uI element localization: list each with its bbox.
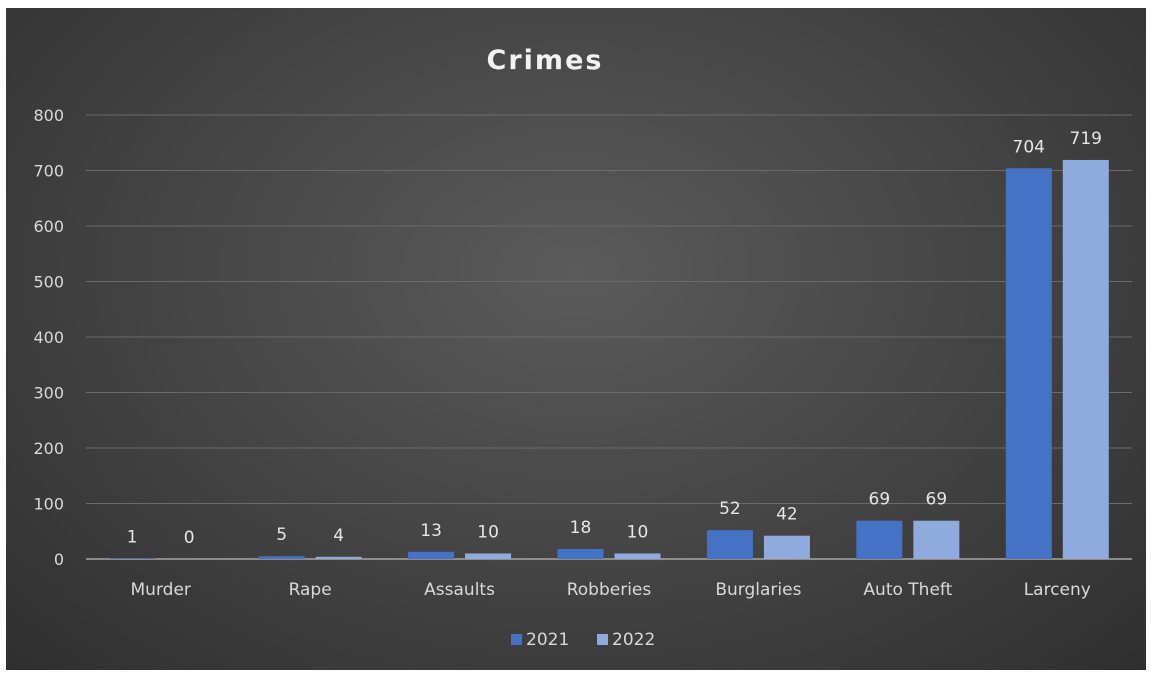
legend: 2021 2022 <box>511 630 655 650</box>
data-label: 18 <box>570 518 592 538</box>
bar-2022-larceny <box>1062 159 1109 559</box>
x-tick-label: Robberies <box>567 580 652 600</box>
y-tick-label: 100 <box>33 495 64 514</box>
bar-2021-murder <box>109 558 156 559</box>
y-tick-label: 700 <box>33 162 64 181</box>
chart-area: Crimes 0 100 200 300 400 500 600 700 800 1 0 Murde… <box>6 8 1146 670</box>
x-tick-label: Murder <box>131 580 191 600</box>
bar-2021-burglaries <box>706 530 753 559</box>
y-tick-label: 300 <box>33 384 64 403</box>
bar-2022-rape <box>315 556 362 559</box>
legend-swatch <box>511 634 522 645</box>
legend-swatch <box>597 634 608 645</box>
chart-title: Crimes <box>487 45 604 76</box>
data-label: 704 <box>1013 137 1045 157</box>
bar-2022-auto-theft <box>913 520 960 559</box>
data-label: 69 <box>869 490 891 510</box>
bar-2022-assaults <box>465 553 512 559</box>
data-label: 52 <box>719 499 741 519</box>
data-label: 0 <box>184 528 195 548</box>
data-label: 4 <box>333 526 344 546</box>
data-label: 719 <box>1070 129 1102 149</box>
data-label: 69 <box>926 490 948 510</box>
data-label: 10 <box>477 522 499 542</box>
legend-label: 2022 <box>612 630 655 650</box>
bar-2021-larceny <box>1005 168 1052 559</box>
bar-2022-burglaries <box>763 535 810 559</box>
data-label: 10 <box>627 522 649 542</box>
bar-2021-auto-theft <box>856 520 903 559</box>
y-tick-label: 500 <box>33 273 64 292</box>
x-tick-label: Auto Theft <box>863 580 952 600</box>
y-tick-label: 200 <box>33 439 64 458</box>
x-tick-label: Larceny <box>1024 580 1091 600</box>
bar-2022-robberies <box>614 553 661 559</box>
bar-2021-robberies <box>557 549 604 559</box>
data-label: 13 <box>420 521 442 541</box>
y-tick-label: 0 <box>54 550 64 569</box>
y-tick-label: 400 <box>33 328 64 347</box>
y-tick-label: 600 <box>33 217 64 236</box>
x-tick-label: Burglaries <box>715 580 801 600</box>
bar-layer <box>109 159 1109 560</box>
data-label: 5 <box>276 525 287 545</box>
legend-label: 2021 <box>526 630 569 650</box>
bar-2021-assaults <box>408 551 455 559</box>
data-label: 42 <box>776 505 798 525</box>
x-tick-label: Assaults <box>424 580 495 600</box>
x-tick-label: Rape <box>289 580 332 600</box>
data-label: 1 <box>127 527 138 547</box>
bar-2021-rape <box>258 556 305 559</box>
y-tick-label: 800 <box>33 106 64 125</box>
